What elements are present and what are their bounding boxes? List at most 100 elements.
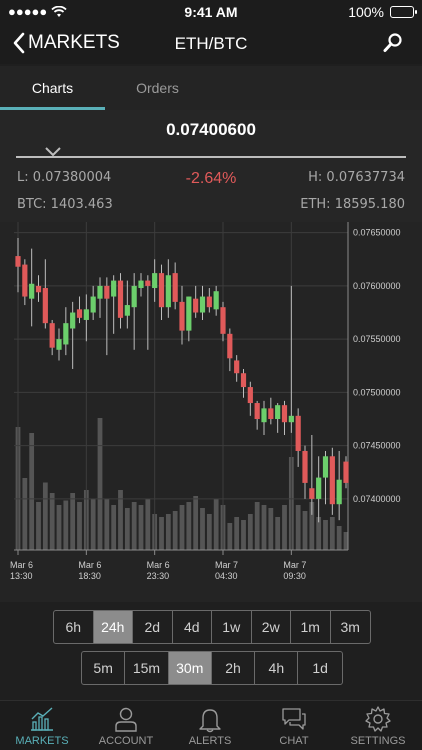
y-tick-label: 0.07400000 (353, 494, 401, 504)
bottom-tab-bar: MARKETS ACCOUNT ALERTS CHAT SETTINGS (0, 700, 422, 750)
volume-bar (316, 517, 322, 550)
low-price: L: 0.07380004 (17, 170, 112, 185)
period-button[interactable]: 2h (212, 652, 256, 684)
x-tick-label: Mar 7 (283, 560, 306, 570)
x-tick-label: 18:30 (78, 571, 101, 581)
period-button[interactable]: 6h (54, 611, 94, 643)
volume-bar (268, 508, 274, 550)
candle-body (29, 283, 35, 299)
volume-bar (42, 482, 48, 550)
volume-bar (186, 502, 192, 550)
tabbar-label: ACCOUNT (98, 735, 154, 747)
candle-body (309, 488, 315, 499)
x-tick-label: 09:30 (283, 571, 306, 581)
candle-body (35, 285, 42, 293)
volume-bar (247, 514, 253, 550)
period-button[interactable]: 1w (212, 611, 252, 643)
x-tick-label: 23:30 (147, 571, 170, 581)
volume-bar (104, 499, 110, 550)
tab-charts[interactable]: Charts (31, 80, 74, 96)
tabbar-markets[interactable]: MARKETS (0, 705, 84, 747)
segment-tabs: Charts Orders (0, 66, 422, 110)
candle-body (76, 309, 83, 318)
candle-body (158, 273, 165, 308)
volume-bar (213, 499, 219, 550)
search-button[interactable] (382, 32, 406, 56)
volume-bar (22, 478, 28, 550)
eth-volume: ETH: 18595.180 (300, 197, 405, 212)
candle-body (145, 280, 151, 286)
candle-body (247, 387, 253, 404)
volume-bar (165, 514, 171, 550)
volume-bar (111, 505, 117, 550)
period-button[interactable]: 5m (82, 652, 126, 684)
tabbar-label: SETTINGS (350, 735, 406, 747)
candle-body (172, 273, 178, 302)
period-button[interactable]: 2w (252, 611, 291, 643)
chart-icon (31, 707, 53, 731)
candle-body (111, 280, 117, 297)
period-button[interactable]: 2d (133, 611, 173, 643)
period-selector-short: 5m 15m 30m 2h 4h 1d (81, 651, 343, 685)
period-button[interactable]: 30m (168, 652, 212, 684)
volume-bar (261, 505, 267, 550)
volume-bar (329, 517, 335, 550)
period-button[interactable]: 4h (255, 652, 299, 684)
tab-orders[interactable]: Orders (136, 80, 179, 96)
volume-bar (193, 496, 199, 550)
candlestick-chart[interactable]: 0.07650000 0.07600000 0.07550000 0.07500000… (0, 222, 422, 602)
tabbar-alerts[interactable]: ALERTS (168, 705, 252, 747)
volume-bar (56, 505, 62, 550)
period-button[interactable]: 15m (125, 652, 169, 684)
period-button[interactable]: 3m (340, 619, 360, 635)
candle-body (138, 280, 144, 289)
volume-bar (309, 502, 315, 550)
tabbar-settings[interactable]: SETTINGS (336, 705, 420, 747)
candle-body (63, 323, 69, 345)
volume-bar (295, 505, 301, 550)
status-bar: ●●●●● 9:41 AM 100% (0, 0, 422, 24)
candle-body (193, 298, 199, 313)
candle-body (302, 450, 308, 483)
candle-body (288, 415, 294, 423)
period-button[interactable]: 1m (291, 611, 331, 643)
y-tick-label: 0.07650000 (353, 228, 401, 238)
volume-bar (323, 520, 328, 550)
candle-body (124, 305, 130, 316)
candle-body (179, 301, 185, 331)
volume-bar (138, 505, 144, 550)
volume-bar (49, 493, 55, 550)
person-icon (115, 707, 137, 732)
volume-bar (302, 511, 308, 550)
tabbar-account[interactable]: ACCOUNT (84, 705, 168, 747)
y-tick-label: 0.07600000 (353, 281, 401, 291)
signal-icon: ●●●●● (8, 4, 48, 19)
chevron-down-icon[interactable] (44, 146, 62, 158)
volume-bar (90, 499, 96, 550)
volume-bar (343, 532, 349, 550)
back-button[interactable]: MARKETS (12, 32, 120, 54)
period-button[interactable]: 4d (173, 611, 212, 643)
candle-body (336, 479, 342, 505)
candle-body (227, 333, 233, 359)
period-button[interactable]: 24h (93, 611, 133, 643)
candle-body (49, 323, 55, 348)
wifi-icon (51, 5, 67, 17)
period-button[interactable]: 1d (312, 660, 328, 676)
chat-icon (282, 708, 306, 730)
volume-bar (145, 499, 151, 550)
candle-body (97, 285, 103, 299)
candle-body (83, 309, 89, 320)
candle-body (234, 360, 240, 374)
volume-bar (29, 433, 35, 550)
candle-body (275, 405, 281, 420)
volume-bar (241, 520, 246, 550)
market-summary: 0.07400600 L: 0.07380004 -2.64% H: 0.076… (0, 110, 422, 222)
chart-canvas[interactable]: 0.07650000 0.07600000 0.07550000 0.07500000… (0, 222, 422, 602)
candle-body (240, 373, 247, 388)
x-tick-label: 13:30 (10, 571, 33, 581)
battery-status: 100% (348, 4, 417, 20)
volume-bar (63, 500, 69, 550)
tabbar-chat[interactable]: CHAT (252, 705, 336, 747)
price-change: -2.64% (185, 170, 237, 187)
